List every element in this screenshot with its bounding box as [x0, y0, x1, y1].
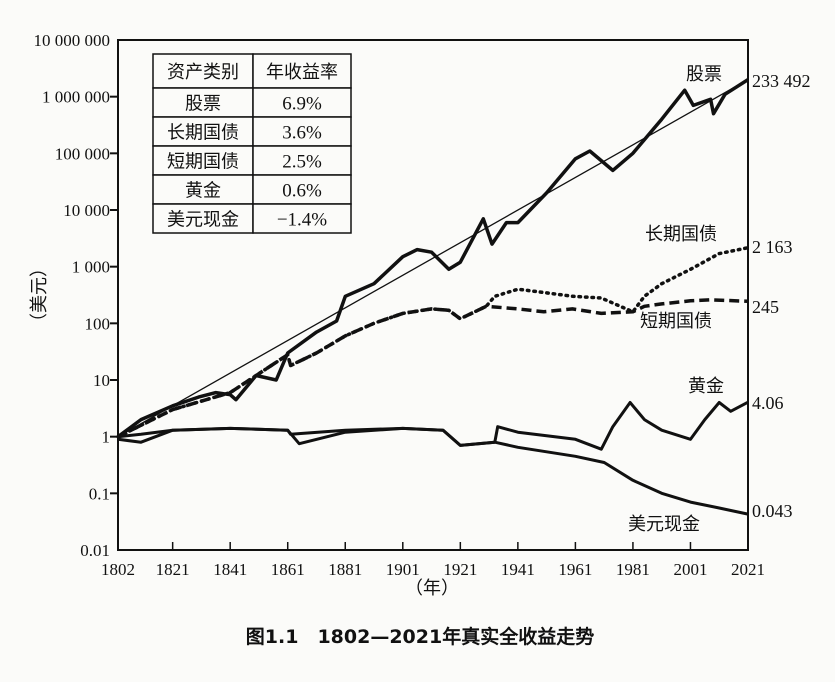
series-end-value: 2 163 [752, 237, 793, 257]
y-tick-label: 1 000 000 [42, 88, 110, 107]
y-tick-label: 100 000 [55, 144, 110, 163]
y-tick-label: 10 000 000 [34, 31, 111, 50]
series-end-value: 4.06 [752, 393, 784, 413]
table-value: 股票 [185, 94, 221, 115]
series-line-黄金 [117, 400, 749, 451]
y-tick-label: 10 [93, 371, 110, 390]
x-tick-label: 1841 [213, 560, 247, 579]
x-tick-label: 1861 [271, 560, 305, 579]
series-end-value: 0.043 [752, 501, 793, 521]
series-name-label: 短期国债 [640, 311, 712, 332]
y-tick-label: 100 [85, 314, 111, 333]
series-line-美元现金 [117, 426, 749, 516]
series-end-value: 233 492 [752, 71, 811, 91]
table-value: 2.5% [282, 152, 322, 173]
y-tick-label: 1 000 [72, 258, 110, 277]
x-tick-label: 1881 [328, 560, 362, 579]
table-value: 短期国债 [167, 152, 239, 173]
x-axis-label: （年） [405, 578, 459, 599]
y-tick-label: 10 000 [63, 201, 110, 220]
table-cell [152, 174, 254, 205]
y-axis-label: （美元） [29, 259, 50, 331]
x-tick-label: 1901 [386, 560, 420, 579]
x-tick-label: 1981 [616, 560, 650, 579]
table-value: 6.9% [282, 94, 322, 115]
table-header: 年收益率 [266, 62, 338, 83]
series-line-长期国债 [116, 245, 750, 439]
x-tick-label: 1921 [443, 560, 477, 579]
table-value: 0.6% [282, 181, 322, 202]
x-tick-label: 1802 [101, 560, 135, 579]
y-tick-label: 1 [102, 428, 111, 447]
series-name-label: 美元现金 [628, 514, 700, 535]
chart-caption: 图1.1 1802—2021年真实全收益走势 [246, 625, 594, 648]
y-tick-label: 0.1 [89, 484, 110, 503]
table-header: 资产类别 [167, 62, 239, 83]
plot-frame [117, 39, 749, 551]
table-cell [152, 87, 254, 118]
table-value: 长期国债 [167, 123, 239, 144]
table-value: 黄金 [185, 181, 221, 202]
series-name-label: 股票 [686, 64, 722, 85]
series-line-trend [117, 79, 749, 438]
x-tick-label: 1941 [501, 560, 535, 579]
series-name-label: 黄金 [688, 376, 724, 397]
table-cell [152, 145, 254, 176]
table-cell [252, 116, 352, 147]
x-tick-label: 1961 [558, 560, 592, 579]
series-line-股票 [116, 78, 749, 439]
x-tick-label: 2001 [673, 560, 707, 579]
series-name-label: 长期国债 [645, 224, 717, 245]
table-cell [252, 203, 352, 234]
table-cell [152, 203, 254, 234]
x-tick-label: 1821 [156, 560, 190, 579]
series-end-value: 245 [752, 297, 779, 317]
table-cell [152, 116, 254, 147]
table-value: −1.4% [277, 210, 327, 231]
x-tick-label: 2021 [731, 560, 765, 579]
table-value: 美元现金 [167, 210, 239, 231]
series-line-短期国债 [117, 298, 749, 439]
table-value: 3.6% [282, 123, 322, 144]
table-cell [152, 53, 254, 89]
y-tick-label: 0.01 [80, 541, 110, 560]
